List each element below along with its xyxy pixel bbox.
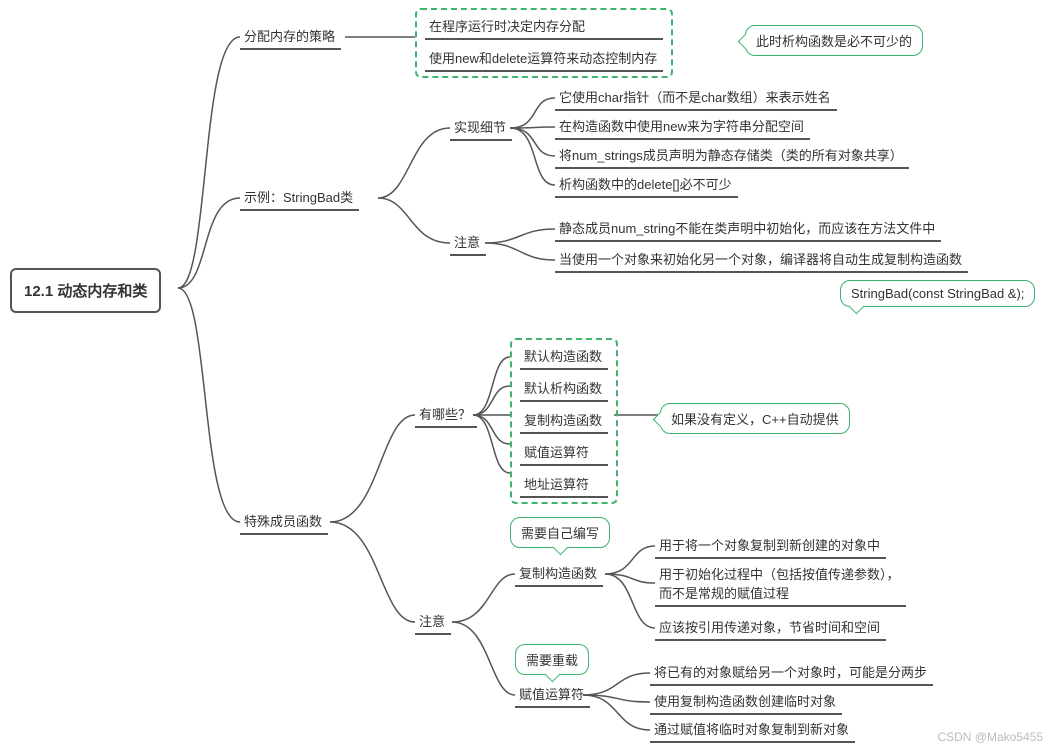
alloc-strategy-box: 在程序运行时决定内存分配 使用new和delete运算符来动态控制内存 [415,8,673,78]
callout-text: 需要重载 [526,653,578,668]
leaf: 用于初始化过程中（包括按值传递参数）， 而不是常规的赋值过程 [655,562,906,607]
sub-which-ones[interactable]: 有哪些？ [415,402,477,428]
sub-label: 注意 [454,235,480,250]
sub-label: 注意 [419,614,445,629]
sub-label: 实现细节 [454,120,506,135]
callout-destructor-required: 此时析构函数是必不可少的 [745,25,923,56]
leaf: 在程序运行时决定内存分配 [425,14,663,40]
callout-need-overload: 需要重载 [515,644,589,675]
leaf: 静态成员num_string不能在类声明中初始化，而应该在方法文件中 [555,216,941,242]
leaf: 它使用char指针（而不是char数组）来表示姓名 [555,85,837,111]
branch-label: 分配内存的策略 [244,29,335,44]
leaf: 使用复制构造函数创建临时对象 [650,689,842,715]
callout-text: StringBad(const StringBad &); [851,286,1024,301]
root-node[interactable]: 12.1 动态内存和类 [10,268,161,313]
leaf: 应该按引用传递对象，节省时间和空间 [655,615,886,641]
sub-copy-ctor[interactable]: 复制构造函数 [515,561,603,587]
branch-alloc-strategy[interactable]: 分配内存的策略 [240,24,341,50]
sub-notice-2[interactable]: 注意 [415,609,451,635]
leaf: 用于将一个对象复制到新创建的对象中 [655,533,886,559]
branch-stringbad[interactable]: 示例：StringBad类 [240,185,359,211]
callout-write-yourself: 需要自己编写 [510,517,610,548]
special-members-box: 默认构造函数 默认析构函数 复制构造函数 赋值运算符 地址运算符 [510,338,618,504]
callout-text: 需要自己编写 [521,526,599,541]
sub-notice-1[interactable]: 注意 [450,230,486,256]
leaf: 当使用一个对象来初始化另一个对象，编译器将自动生成复制构造函数 [555,247,968,273]
leaf: 在构造函数中使用new来为字符串分配空间 [555,114,810,140]
leaf: 地址运算符 [520,472,608,498]
callout-copyctor-sig: StringBad(const StringBad &); [840,280,1035,307]
branch-label: 示例：StringBad类 [244,190,353,205]
leaf: 通过赋值将临时对象复制到新对象 [650,717,855,743]
branch-label: 特殊成员函数 [244,514,322,529]
leaf: 默认析构函数 [520,376,608,402]
sub-impl-details[interactable]: 实现细节 [450,115,512,141]
leaf: 使用new和delete运算符来动态控制内存 [425,46,663,72]
leaf: 默认构造函数 [520,344,608,370]
leaf: 赋值运算符 [520,440,608,466]
sub-label: 赋值运算符 [519,687,584,702]
leaf: 将已有的对象赋给另一个对象时，可能是分两步 [650,660,933,686]
sub-label: 有哪些？ [419,407,471,422]
sub-label: 复制构造函数 [519,566,597,581]
sub-assign-op[interactable]: 赋值运算符 [515,682,590,708]
leaf: 将num_strings成员声明为静态存储类（类的所有对象共享） [555,143,909,169]
leaf: 复制构造函数 [520,408,608,434]
callout-auto-provided: 如果没有定义，C++自动提供 [660,403,850,434]
leaf: 析构函数中的delete[]必不可少 [555,172,738,198]
watermark: CSDN @Mako5455 [937,730,1043,744]
callout-text: 如果没有定义，C++自动提供 [671,412,839,427]
callout-text: 此时析构函数是必不可少的 [756,34,912,49]
root-label: 12.1 动态内存和类 [24,283,147,300]
branch-special-members[interactable]: 特殊成员函数 [240,509,328,535]
